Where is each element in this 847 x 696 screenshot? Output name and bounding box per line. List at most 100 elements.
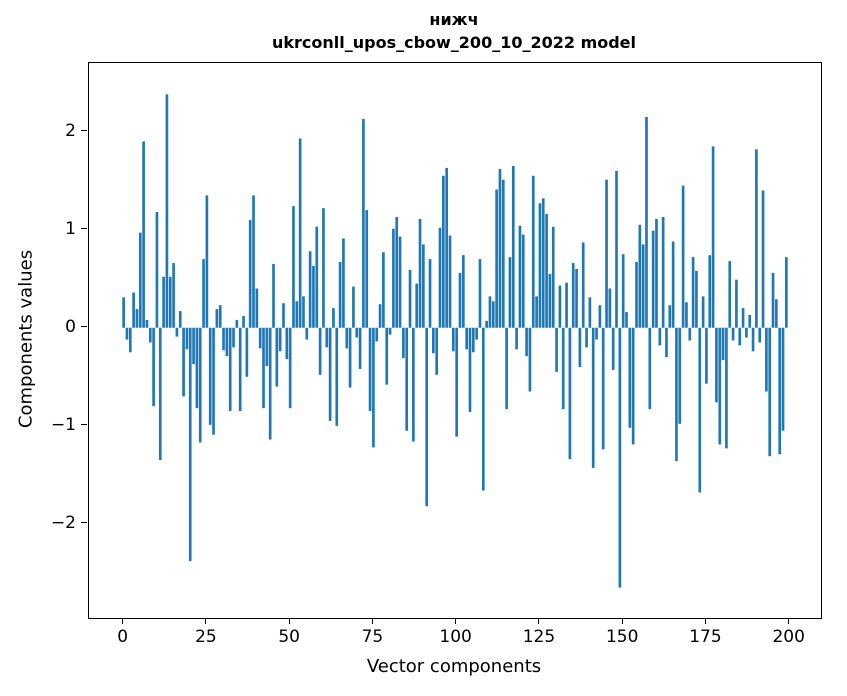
x-tick-label: 125: [522, 627, 556, 647]
bar: [385, 327, 389, 385]
bar: [292, 206, 295, 328]
bar: [455, 327, 458, 437]
bar: [641, 244, 645, 328]
bar: [408, 269, 412, 328]
bar: [688, 327, 692, 341]
bar: [232, 327, 235, 348]
bar: [721, 327, 725, 361]
bar: [528, 327, 532, 392]
bar: [751, 327, 755, 352]
bar: [765, 327, 768, 392]
bar: [778, 327, 782, 455]
bar: [701, 296, 705, 328]
bar: [195, 327, 199, 409]
bar: [352, 286, 355, 328]
bar: [338, 262, 342, 328]
bar: [172, 263, 175, 328]
bar: [511, 165, 515, 328]
bar: [318, 327, 322, 375]
x-tick-label: 0: [117, 627, 129, 647]
bar: [558, 285, 562, 328]
bar: [568, 327, 572, 460]
bar: [168, 276, 172, 328]
bar: [615, 170, 618, 328]
bar: [698, 327, 702, 493]
y-tick-mark: [81, 326, 87, 328]
bar: [675, 327, 678, 462]
bar: [608, 288, 612, 328]
bar: [415, 283, 419, 328]
bar: [142, 141, 145, 328]
bar: [178, 311, 182, 328]
bar: [432, 327, 435, 354]
bar: [711, 146, 715, 328]
bar: [452, 327, 455, 352]
bar: [218, 305, 222, 328]
bar: [388, 327, 392, 335]
bar: [365, 210, 369, 328]
x-tick-mark: [122, 618, 124, 624]
chart-title-line2: ukrconll_upos_cbow_200_10_2022 model: [271, 33, 637, 52]
bar: [418, 218, 422, 328]
bar: [248, 219, 252, 328]
bar: [668, 305, 672, 328]
bar: [122, 297, 125, 328]
bar: [665, 327, 668, 358]
x-tick-label: 75: [361, 627, 384, 647]
bar: [438, 227, 442, 328]
bar: [738, 327, 742, 346]
bar: [571, 263, 575, 328]
bar: [245, 327, 249, 377]
bar: [635, 262, 638, 328]
bar: [491, 301, 495, 328]
bar: [358, 327, 362, 369]
bar: [425, 327, 429, 507]
bar: [655, 218, 658, 328]
bar: [628, 327, 632, 428]
bar: [545, 214, 548, 328]
bar: [428, 259, 432, 328]
x-tick-mark: [205, 618, 207, 624]
bar: [128, 327, 132, 353]
bar: [442, 175, 445, 328]
x-tick-mark: [788, 618, 790, 624]
x-tick-mark: [621, 618, 623, 624]
bar: [768, 327, 772, 457]
bar: [165, 94, 169, 328]
bar: [322, 208, 325, 328]
bar: [661, 216, 665, 328]
bar: [375, 327, 379, 342]
bar: [605, 179, 608, 328]
bar: [725, 327, 728, 449]
bar: [671, 241, 675, 328]
bar: [531, 175, 535, 328]
bar: [335, 327, 339, 426]
bar: [468, 327, 472, 413]
bar: [382, 252, 385, 328]
bar: [192, 327, 195, 365]
bar: [678, 327, 682, 424]
bar: [488, 296, 492, 328]
bars-canvas: [122, 94, 788, 588]
bar: [298, 138, 302, 328]
bar: [505, 327, 508, 410]
bar: [212, 327, 215, 435]
bar: [272, 264, 275, 328]
y-tick-label: 0: [65, 316, 76, 337]
bar: [631, 327, 635, 445]
bar: [378, 304, 382, 328]
bar: [495, 189, 498, 328]
bar: [681, 185, 685, 328]
y-tick-label: −2: [50, 512, 76, 533]
bar: [645, 116, 648, 328]
bar: [748, 315, 752, 328]
bar: [395, 216, 399, 328]
bar: [535, 296, 538, 328]
bar: [132, 292, 135, 328]
bar: [235, 319, 239, 328]
bar: [448, 235, 452, 328]
bar: [785, 257, 788, 328]
bar: [302, 296, 305, 328]
x-tick-mark: [455, 618, 457, 624]
bar: [475, 327, 478, 340]
